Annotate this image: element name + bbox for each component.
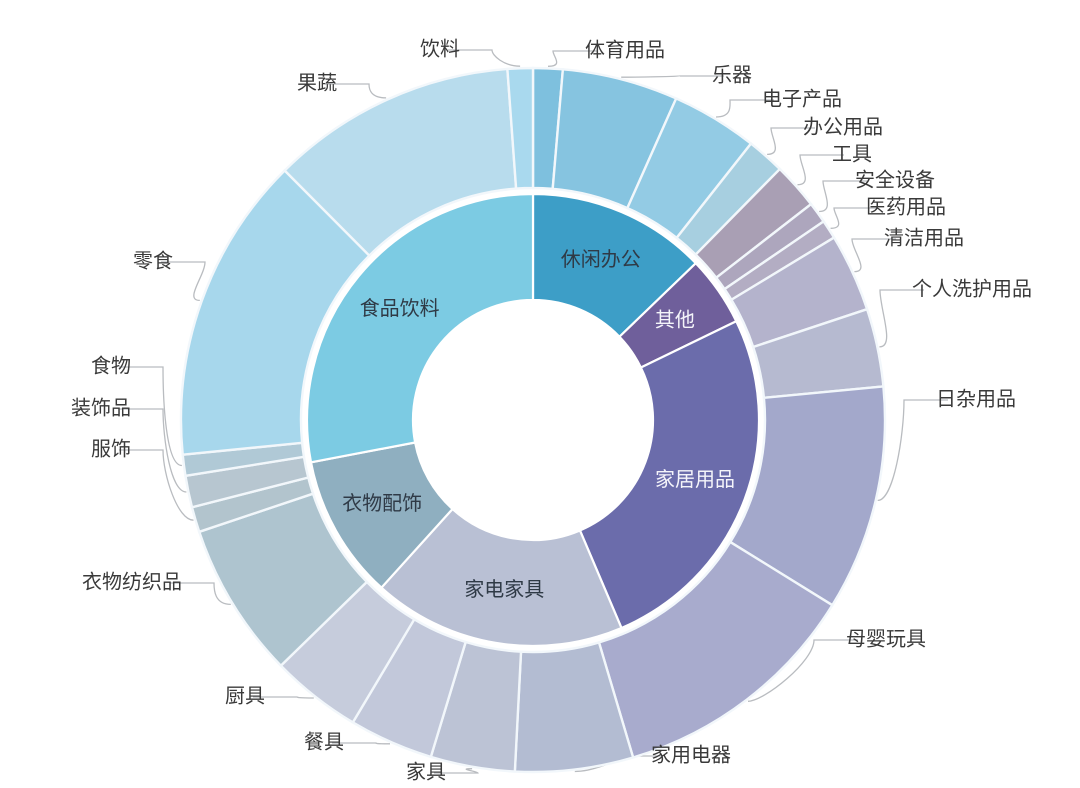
outer-segment-label: 零食 [133,249,173,272]
outer-segment-label: 工具 [832,143,872,165]
outer-segment-label: 电子产品 [762,87,842,110]
inner-ring-segment[interactable] [305,192,535,464]
inner-ring-label: 家电家具 [464,578,544,601]
outer-segment-label: 日杂用品 [936,387,1016,410]
leader-line [547,50,597,67]
outer-segment-label: 食物 [91,354,131,377]
leader-line [253,696,314,699]
leader-line [119,408,187,493]
inner-ring-label: 休闲办公 [561,248,641,271]
leader-line [161,261,206,302]
leader-line [332,742,391,745]
outer-ring-group [179,66,887,774]
outer-segment-label: 医药用品 [866,195,946,218]
leader-line [851,238,896,273]
outer-segment-label: 母婴玩具 [846,628,926,650]
inner-ring-label: 其他 [655,308,695,331]
leader-line [819,180,867,213]
outer-segment-label: 装饰品 [71,396,131,419]
inner-ring-group [305,192,761,648]
leader-line [767,127,815,156]
outer-segment-label: 个人洗护用品 [912,277,1032,300]
leader-line [119,449,194,521]
outer-segment-label: 清洁用品 [884,226,964,249]
leader-lines-group [119,49,948,774]
outer-segment-label: 家具 [406,760,446,783]
leader-line [119,366,183,467]
leader-line [448,49,521,67]
leader-line [621,75,724,78]
inner-ring-segment[interactable] [379,507,623,648]
outer-segment-label: 衣物纺织品 [82,570,182,593]
outer-ring-segment[interactable] [506,66,535,190]
outer-segment-label: 果蔬 [297,71,337,94]
outer-segment-label: 体育用品 [585,38,665,61]
outer-segment-label: 服饰 [91,437,131,460]
leader-line [325,83,387,99]
leader-line [715,99,774,118]
outer-segment-label: 厨具 [225,685,265,707]
outer-segment-label: 饮料 [420,37,460,60]
leader-line [879,289,924,348]
leader-line [797,154,844,186]
outer-segment-label: 餐具 [304,730,344,753]
outer-segment-label: 乐器 [712,63,752,86]
leader-line [170,582,231,606]
outer-segment-label: 安全设备 [855,168,935,191]
outer-segment-label: 家用电器 [651,743,731,766]
outer-segment-label: 办公用品 [803,115,883,138]
leader-line [434,768,479,774]
inner-ring-label: 食品饮料 [360,297,440,320]
leader-line [830,207,878,229]
leader-line [877,399,948,502]
inner-ring-segment[interactable] [578,319,761,630]
inner-ring-label: 家居用品 [655,468,735,491]
inner-ring-label: 衣物配饰 [342,492,422,515]
leader-line [747,639,858,702]
